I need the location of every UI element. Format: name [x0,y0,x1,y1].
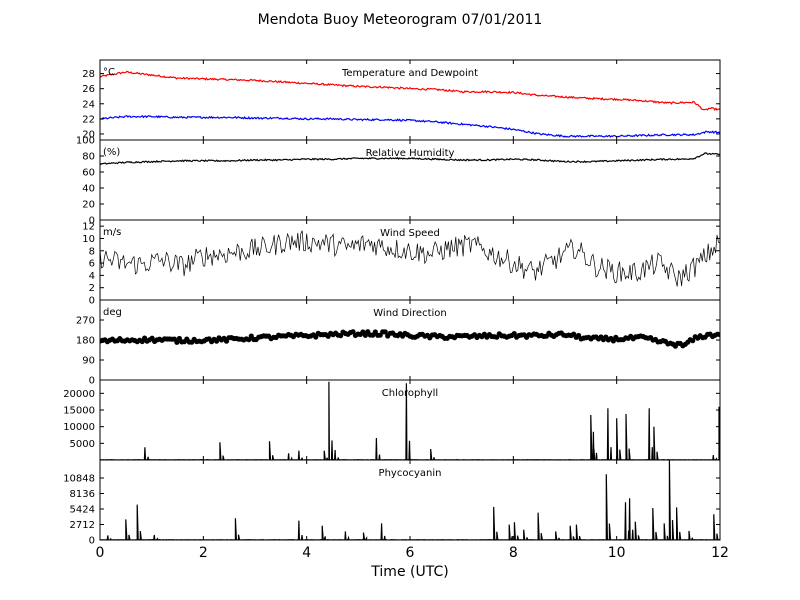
panel-wind-direction: 0 90 180 270 Wind Direction deg [76,299,721,387]
plot-area [100,70,720,138]
y-tick-label: 90 [82,356,95,367]
y-tick-label: 0 [89,536,95,547]
x-tick-label: 4 [302,545,311,561]
x-tick-label: 8 [509,545,518,561]
y-tick-label: 8136 [70,489,95,500]
y-tick-label: 20 [82,200,95,211]
y-tick-label: 0 [89,376,95,387]
y-tick-label: 100 [76,136,95,147]
series-line-1 [100,114,720,138]
wind-direction-point [350,329,356,335]
y-tick-label: 20 [82,129,95,140]
y-tick-label: 24 [82,99,95,110]
panel-title: Wind Speed [380,228,440,239]
series-line-0 [100,70,720,112]
y-tick-label: 80 [82,152,95,163]
y-tick-label: 26 [82,84,95,95]
series-line-0 [100,230,720,287]
plot-area [100,230,720,287]
x-tick-label: 12 [711,545,729,561]
panel-frame [99,459,721,541]
panel-unit-label: (%) [103,147,120,158]
figure-title: Mendota Buoy Meteorogram 07/01/2011 [258,12,543,28]
y-tick-label: 10000 [63,422,95,433]
y-tick-label: 270 [76,316,95,327]
y-tick-label: 6 [89,259,95,270]
y-tick-label: 20000 [63,389,95,400]
panel-title: Phycocyanin [379,468,442,479]
wind-direction-point [717,332,720,338]
panel-unit-label: °C [103,67,115,78]
x-tick-label: 10 [608,545,626,561]
y-tick-label: 8 [89,246,95,257]
x-tick-label: 0 [96,545,105,561]
series-line-0 [100,152,720,166]
y-tick-label: 180 [76,336,95,347]
y-tick-label: 40 [82,184,95,195]
wind-direction-point [382,329,388,335]
x-tick-label: 6 [406,545,415,561]
panel-title: Relative Humidity [366,148,455,159]
y-tick-label: 5000 [70,439,95,450]
wind-direction-point [174,339,180,345]
panel-temperature-and-dewpoint: 20 22 24 26 28 Temperature and Dewpoint °C [82,59,721,141]
plot-area [100,152,720,166]
x-axis: 0 2 4 6 8 10 12 [96,545,729,561]
panel-title: Wind Direction [373,308,447,319]
y-tick-label: 2712 [70,520,95,531]
y-tick-label: 10848 [63,474,95,485]
y-tick-label: 0 [89,296,95,307]
y-tick-label: 5424 [70,505,95,516]
x-tick-label: 2 [199,545,208,561]
panel-relative-humidity: 0 20 40 60 80 100 Relative Humidity (%) [76,136,721,227]
y-tick-label: 60 [82,168,95,179]
y-tick-label: 0 [89,216,95,227]
y-tick-label: 28 [82,69,95,80]
x-axis-label: Time (UTC) [370,564,448,580]
y-tick-label: 10 [82,234,95,245]
y-tick-label: 4 [89,271,95,282]
panel-chlorophyll: 5000 10000 15000 20000 Chlorophyll [63,379,721,461]
y-tick-label: 15000 [63,406,95,417]
panel-unit-label: m/s [103,227,121,238]
y-tick-label: 2 [89,283,95,294]
y-tick-label: 12 [82,222,95,233]
panel-title: Temperature and Dewpoint [341,68,478,79]
panel-unit-label: deg [103,307,122,318]
panel-title: Chlorophyll [382,388,438,399]
wind-direction-point [690,338,696,344]
panel-phycocyanin: 0 2712 5424 8136 10848 Phycocyanin [63,459,721,547]
y-tick-label: 22 [82,114,95,125]
plot-area [100,329,720,349]
